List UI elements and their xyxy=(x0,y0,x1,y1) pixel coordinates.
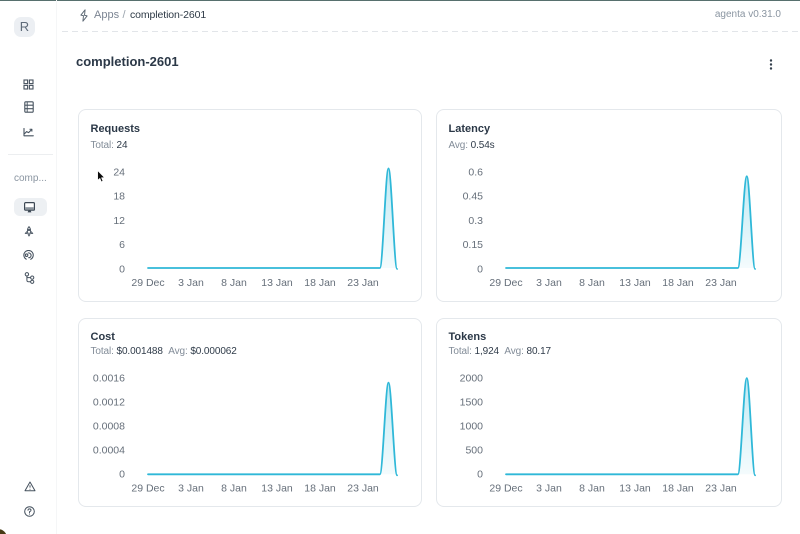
svg-text:0: 0 xyxy=(477,469,483,481)
svg-text:0.3: 0.3 xyxy=(468,215,483,227)
svg-text:6: 6 xyxy=(119,239,125,251)
svg-text:0: 0 xyxy=(119,469,125,481)
svg-text:18 Jan: 18 Jan xyxy=(662,277,694,289)
svg-text:0: 0 xyxy=(477,263,483,275)
svg-text:18 Jan: 18 Jan xyxy=(662,483,694,495)
svg-text:500: 500 xyxy=(465,445,483,457)
svg-text:24: 24 xyxy=(113,167,125,179)
svg-text:8 Jan: 8 Jan xyxy=(579,483,605,495)
svg-text:29 Dec: 29 Dec xyxy=(489,483,522,495)
svg-text:3 Jan: 3 Jan xyxy=(178,483,204,495)
svg-text:1000: 1000 xyxy=(460,421,484,433)
svg-text:0.0016: 0.0016 xyxy=(93,372,125,384)
svg-text:3 Jan: 3 Jan xyxy=(178,277,204,289)
svg-text:23 Jan: 23 Jan xyxy=(705,483,737,495)
svg-text:13 Jan: 13 Jan xyxy=(619,277,651,289)
svg-text:3 Jan: 3 Jan xyxy=(536,277,562,289)
svg-text:12: 12 xyxy=(113,215,125,227)
svg-text:23 Jan: 23 Jan xyxy=(705,277,737,289)
svg-text:0.6: 0.6 xyxy=(468,167,483,179)
svg-text:8 Jan: 8 Jan xyxy=(221,277,247,289)
svg-text:13 Jan: 13 Jan xyxy=(261,277,293,289)
svg-text:3 Jan: 3 Jan xyxy=(536,483,562,495)
svg-text:0.0004: 0.0004 xyxy=(93,445,125,457)
svg-text:18: 18 xyxy=(113,191,125,203)
svg-text:0.0012: 0.0012 xyxy=(93,396,125,408)
svg-text:0: 0 xyxy=(119,263,125,275)
svg-text:18 Jan: 18 Jan xyxy=(304,483,336,495)
svg-text:23 Jan: 23 Jan xyxy=(347,277,379,289)
svg-text:1500: 1500 xyxy=(460,396,484,408)
svg-text:29 Dec: 29 Dec xyxy=(131,483,164,495)
svg-text:0.0008: 0.0008 xyxy=(93,421,125,433)
svg-text:2000: 2000 xyxy=(460,372,484,384)
svg-text:13 Jan: 13 Jan xyxy=(619,483,651,495)
svg-text:13 Jan: 13 Jan xyxy=(261,483,293,495)
svg-text:8 Jan: 8 Jan xyxy=(221,483,247,495)
svg-text:29 Dec: 29 Dec xyxy=(489,277,522,289)
svg-text:29 Dec: 29 Dec xyxy=(131,277,164,289)
svg-text:18 Jan: 18 Jan xyxy=(304,277,336,289)
svg-text:0.45: 0.45 xyxy=(463,191,484,203)
svg-text:8 Jan: 8 Jan xyxy=(579,277,605,289)
svg-text:0.15: 0.15 xyxy=(463,239,484,251)
svg-text:23 Jan: 23 Jan xyxy=(347,483,379,495)
